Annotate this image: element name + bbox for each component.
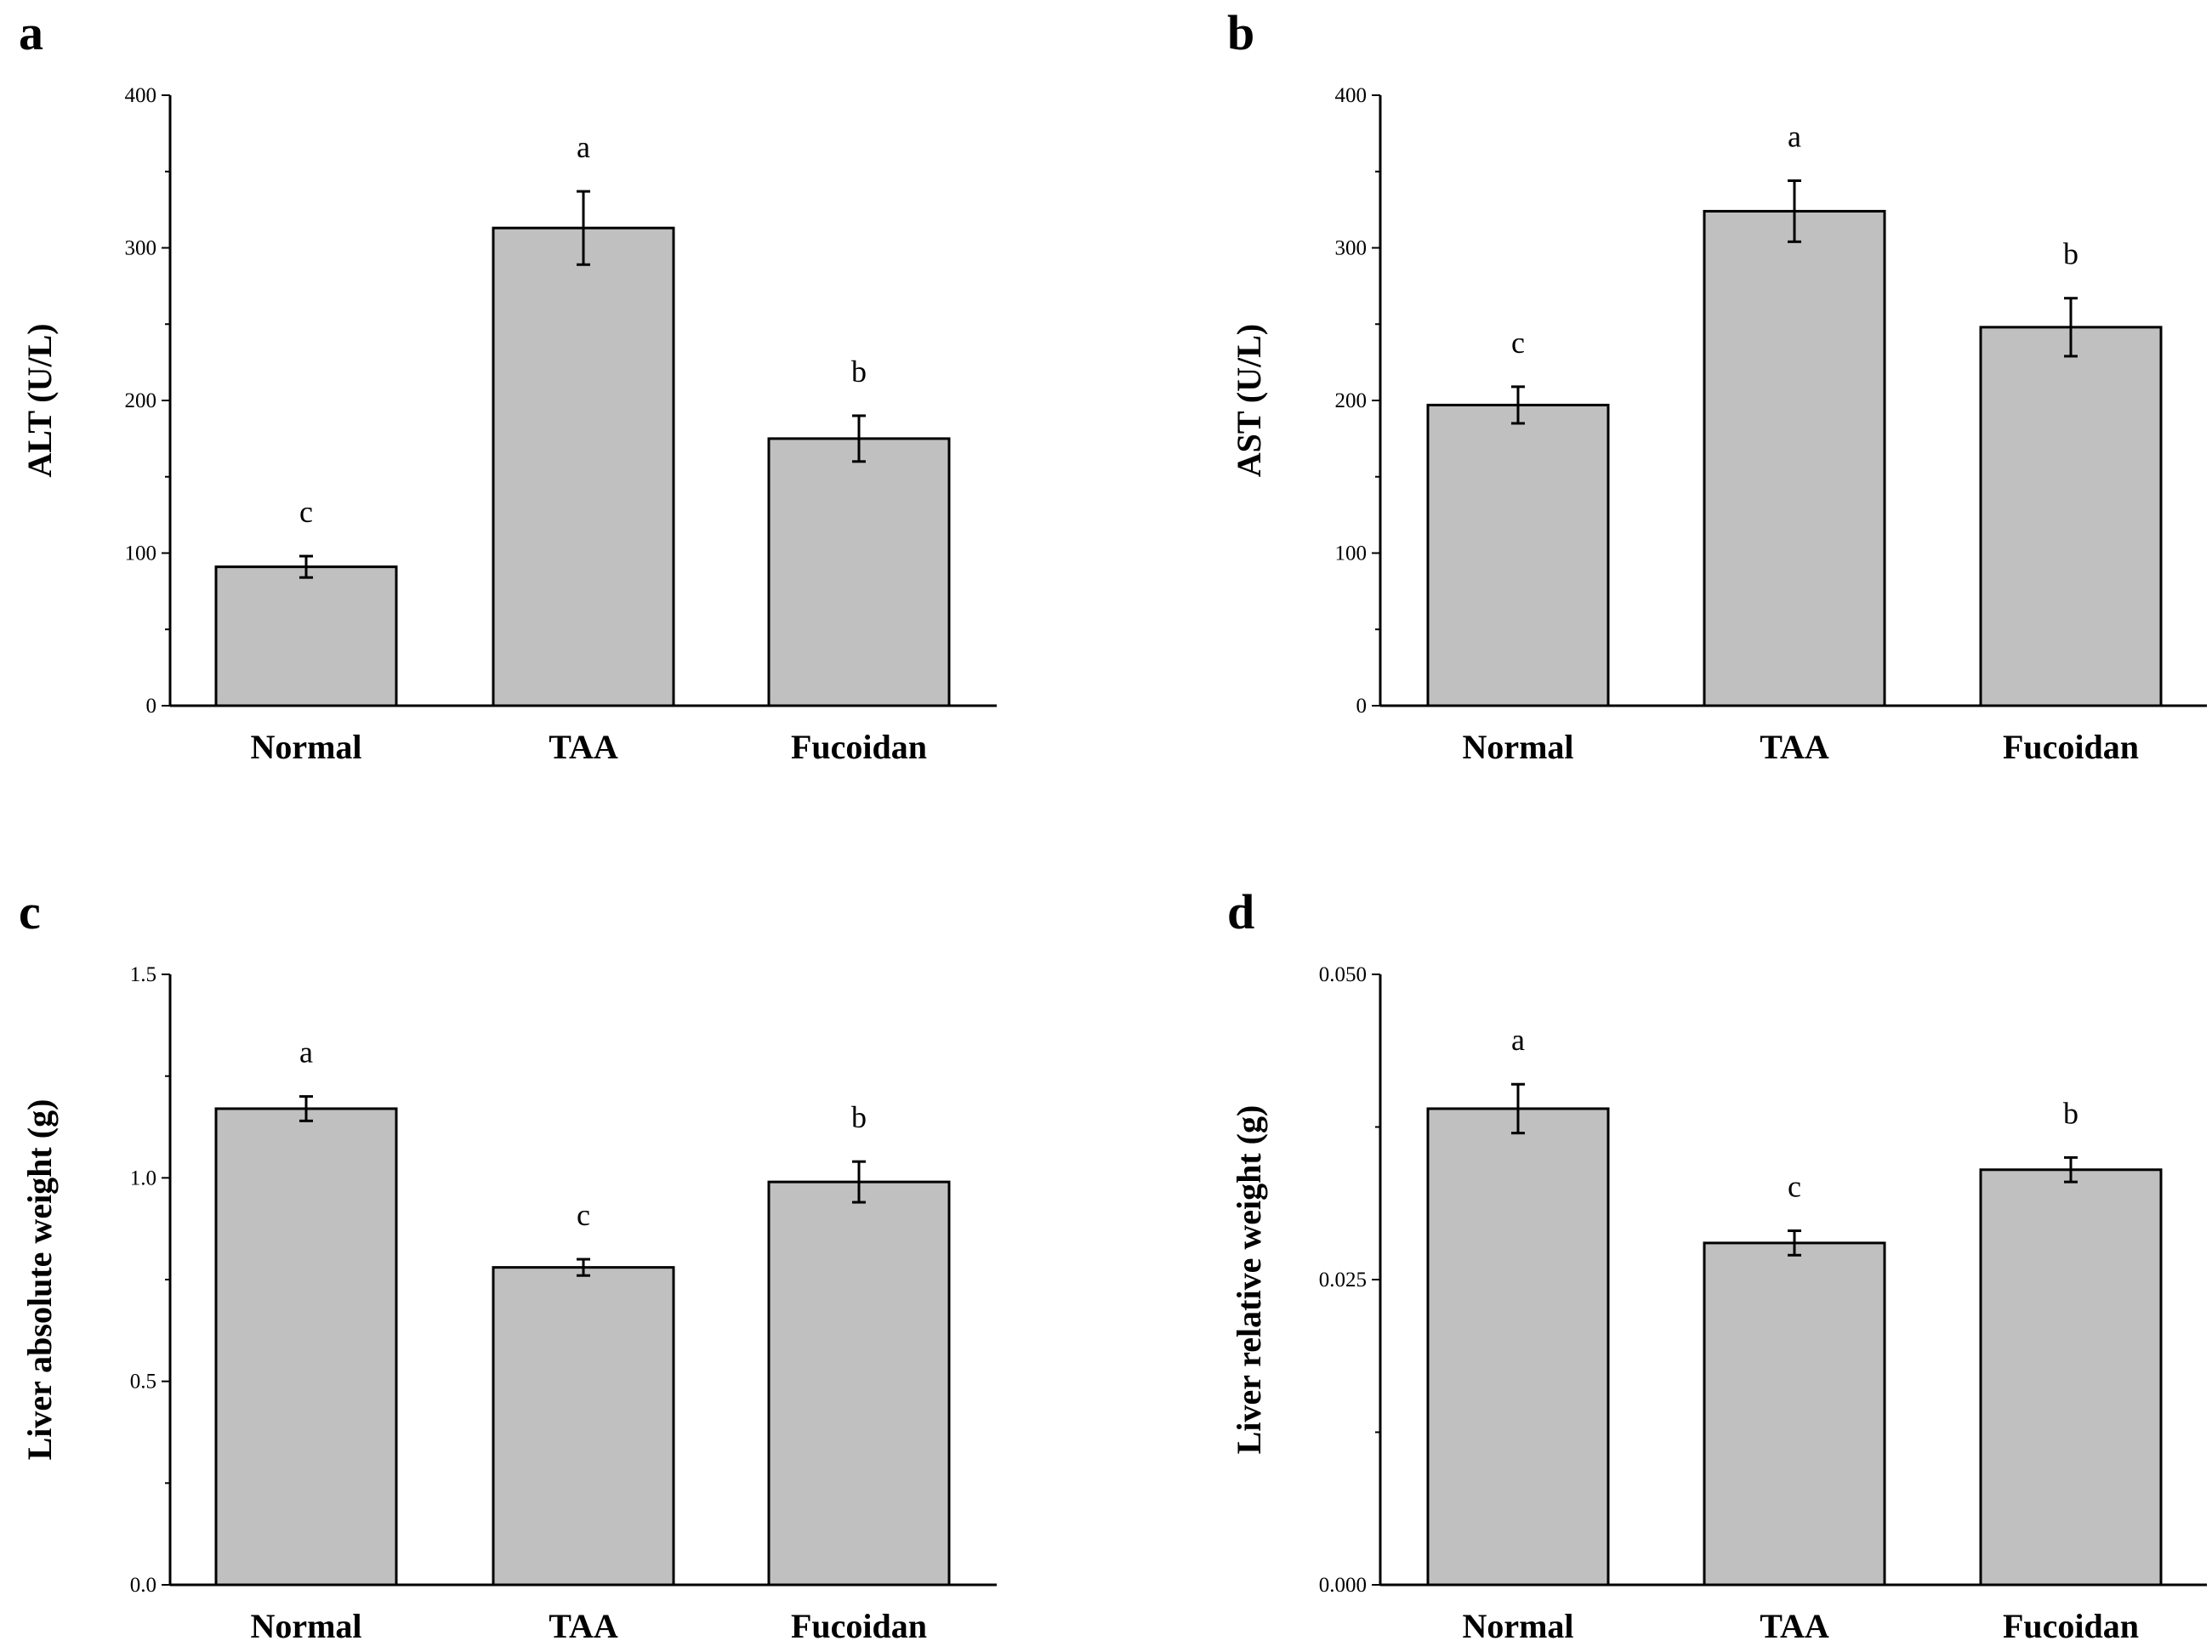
y-tick-label: 200 [1335, 389, 1368, 412]
y-tick-label: 0.000 [1319, 1574, 1367, 1597]
y-tick-label: 1.5 [130, 963, 156, 986]
y-tick-label: 400 [1335, 84, 1368, 107]
chart-panel-b: b 0 100 200 300 400 c Normal a TAA b Fucoidan AST (U… [1227, 5, 2207, 766]
x-category-label: Fucoidan [2003, 728, 2139, 766]
y-tick-label: 300 [125, 237, 157, 260]
y-tick-label: 0.025 [1319, 1269, 1367, 1292]
y-axis-label: ALT (U/L) [20, 323, 59, 477]
bar-taa [492, 226, 675, 707]
bar-normal [214, 1107, 398, 1587]
significance-label: b [851, 1100, 867, 1134]
y-tick-label: 300 [1335, 237, 1368, 260]
x-category-label: TAA [549, 728, 618, 766]
x-category-label: TAA [1760, 728, 1829, 766]
y-tick-label: 100 [125, 542, 157, 565]
y-tick-label: 200 [125, 389, 157, 412]
bar-fucoidan [767, 437, 951, 707]
x-category-label: Fucoidan [2003, 1607, 2139, 1645]
y-tick-label: 0 [1356, 695, 1368, 718]
panel-letter: b [1227, 5, 1254, 60]
x-category-label: Normal [250, 728, 361, 766]
x-category-label: Normal [1462, 1607, 1573, 1645]
panel-letter: d [1227, 884, 1254, 940]
significance-label: c [577, 1198, 590, 1232]
y-tick-label: 100 [1335, 542, 1368, 565]
significance-label: b [2063, 1096, 2078, 1130]
y-axis-label: AST (U/L) [1230, 324, 1268, 477]
chart-panel-d: d 0.000 0.025 0.050 a Normal c TAA b Fucoidan Live… [1227, 884, 2207, 1645]
y-tick-label: 0 [146, 695, 157, 718]
significance-label: c [299, 495, 313, 529]
x-category-label: TAA [1760, 1607, 1829, 1645]
x-category-label: Fucoidan [791, 1607, 927, 1645]
bar-taa [492, 1266, 675, 1587]
x-category-label: Fucoidan [791, 728, 927, 766]
y-axis-label: Liver absolute weight (g) [20, 1099, 59, 1461]
significance-label: a [577, 130, 590, 164]
bar-normal [1426, 1107, 1610, 1587]
x-category-label: TAA [549, 1607, 618, 1645]
significance-label: c [1511, 326, 1525, 360]
y-tick-label: 0.0 [130, 1574, 156, 1597]
x-category-label: Normal [1462, 728, 1573, 766]
x-category-label: Normal [250, 1607, 361, 1645]
chart-panel-a: a 0 100 200 300 400 c Normal a TAA b Fucoidan ALT (U… [19, 5, 997, 766]
significance-label: a [299, 1036, 313, 1070]
significance-label: c [1788, 1170, 1801, 1204]
bar-taa [1703, 1241, 1886, 1587]
bar-fucoidan [767, 1180, 951, 1587]
significance-label: a [1788, 120, 1801, 154]
y-tick-label: 400 [125, 84, 157, 107]
bar-fucoidan [1979, 326, 2163, 707]
y-tick-label: 0.050 [1319, 963, 1367, 986]
bar-normal [214, 565, 398, 707]
y-axis-label: Liver relative weight (g) [1230, 1105, 1268, 1455]
bar-normal [1426, 403, 1610, 707]
significance-label: b [2063, 237, 2078, 271]
significance-label: b [851, 355, 867, 389]
y-tick-label: 1.0 [130, 1167, 156, 1189]
bar-fucoidan [1979, 1168, 2163, 1587]
panel-letter: c [19, 884, 41, 940]
significance-label: a [1511, 1023, 1525, 1057]
bar-taa [1703, 209, 1886, 707]
y-tick-label: 0.5 [130, 1371, 156, 1394]
chart-panel-c: c 0.0 0.5 1.0 1.5 a Normal c TAA b Fucoidan Liver a… [19, 884, 997, 1645]
panel-letter: a [19, 5, 43, 60]
